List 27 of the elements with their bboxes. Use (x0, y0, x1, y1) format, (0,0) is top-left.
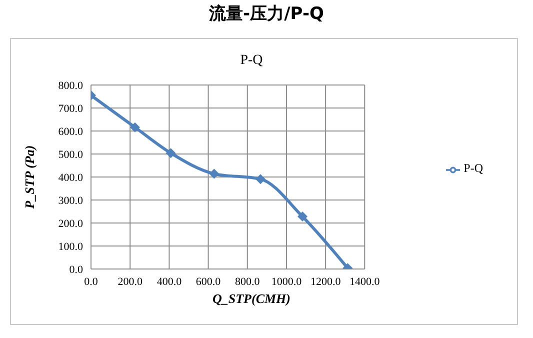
y-tick-label: 100.0 (58, 240, 84, 253)
x-tick-label: 800.0 (235, 276, 260, 288)
y-axis-title: P_STP (Pa) (22, 145, 38, 209)
x-tick-label: 400.0 (156, 276, 182, 288)
chart-subtitle: P-Q (239, 53, 264, 69)
chart-title: 流量-压力/P-Q (208, 3, 325, 25)
x-tick-label: 1200.0 (310, 276, 342, 288)
x-tick-label: 0.0 (84, 276, 98, 288)
point (297, 212, 308, 222)
point (166, 148, 176, 158)
x-axis-title: Q_STP(CMH) (212, 291, 292, 307)
point (255, 174, 266, 184)
point (209, 168, 220, 179)
x-tick-label: 1000.0 (271, 276, 302, 288)
x-tick-label: 200.0 (118, 276, 143, 288)
y-tick-label: 300.0 (58, 194, 84, 207)
x-tick-label: 1400.0 (350, 276, 380, 288)
y-tick-label: 500.0 (58, 148, 84, 161)
y-tick-label: 400.0 (58, 172, 84, 184)
y-tick-label: 200.0 (58, 218, 84, 230)
x-tick-label: 600.0 (196, 276, 222, 288)
point (130, 122, 140, 132)
legend-label: P-Q (464, 161, 483, 176)
y-tick-label: 0.0 (69, 264, 84, 276)
y-tick-label: 600.0 (58, 126, 84, 138)
y-tick-label: 700.0 (58, 102, 84, 115)
y-tick-label: 800.0 (58, 80, 84, 92)
